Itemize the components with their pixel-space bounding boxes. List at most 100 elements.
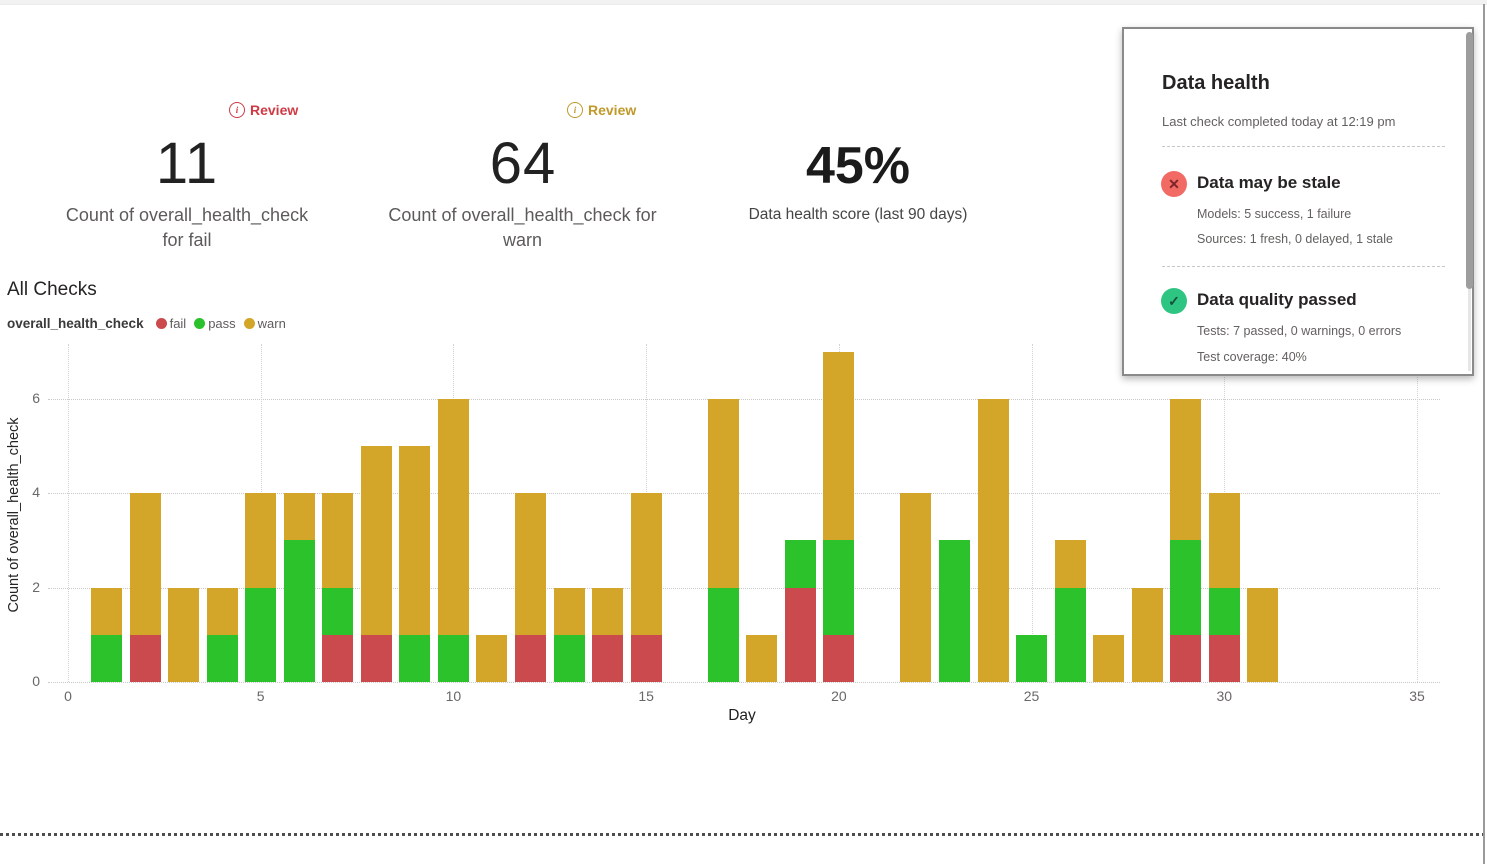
bar-segment-warn[interactable]	[515, 493, 547, 635]
status-line-sources: Sources: 1 fresh, 0 delayed, 1 stale	[1197, 232, 1393, 246]
x-axis-title: Day	[728, 707, 756, 724]
x-tick-label: 10	[445, 688, 462, 704]
bar-segment-warn[interactable]	[553, 587, 585, 635]
bar-segment-warn[interactable]	[1131, 587, 1163, 682]
bar-segment-fail[interactable]	[823, 634, 855, 682]
x-tick-label: 25	[1023, 688, 1040, 704]
bar-segment-warn[interactable]	[91, 587, 123, 635]
bar-segment-warn[interactable]	[206, 587, 238, 635]
bar-segment-pass[interactable]	[1016, 634, 1048, 682]
legend-dot-fail-icon	[155, 318, 167, 329]
bar-segment-fail[interactable]	[322, 634, 354, 682]
status-line-coverage: Test coverage: 40%	[1197, 350, 1307, 364]
bar-segment-pass[interactable]	[1208, 587, 1240, 635]
bar-segment-pass[interactable]	[283, 540, 315, 682]
bottom-dotted-divider	[0, 833, 1487, 836]
info-circle-icon: i	[567, 102, 583, 118]
legend-label-warn: warn	[257, 316, 286, 331]
bar-segment-warn[interactable]	[1170, 398, 1202, 541]
bar-segment-warn[interactable]	[1208, 493, 1240, 588]
review-badge-label: Review	[250, 102, 299, 118]
x-tick-label: 0	[64, 688, 72, 704]
y-tick-label: 6	[32, 389, 40, 406]
x-tick-label: 35	[1409, 688, 1425, 704]
bar-segment-warn[interactable]	[1247, 587, 1279, 682]
bar-segment-fail[interactable]	[592, 634, 624, 682]
bar-segment-pass[interactable]	[1054, 587, 1086, 682]
legend-dot-warn-icon	[243, 318, 255, 329]
bar-segment-pass[interactable]	[938, 540, 970, 682]
bar-segment-warn[interactable]	[437, 398, 469, 635]
panel-scrollbar-thumb[interactable]	[1466, 32, 1473, 289]
bar-segment-pass[interactable]	[322, 587, 354, 635]
kpi-value-fail-count: 11	[155, 131, 219, 196]
status-title-stale: Data may be stale	[1197, 173, 1341, 192]
bar-segment-fail[interactable]	[360, 634, 392, 682]
bar-segment-pass[interactable]	[1170, 540, 1202, 635]
bar-segment-warn[interactable]	[399, 446, 431, 635]
bar-segment-warn[interactable]	[823, 351, 855, 541]
gridline-v	[1031, 344, 1033, 682]
legend-item-pass[interactable]: pass	[194, 316, 236, 331]
review-badge-fail[interactable]: i Review	[229, 102, 298, 118]
legend-item-fail[interactable]: fail	[155, 316, 187, 331]
x-tick-label: 15	[638, 688, 654, 704]
bar-segment-warn[interactable]	[476, 634, 508, 682]
legend-label-fail: fail	[169, 316, 187, 331]
bar-segment-warn[interactable]	[129, 493, 161, 635]
bar-segment-fail[interactable]	[1170, 634, 1202, 682]
bar-segment-warn[interactable]	[592, 587, 624, 635]
bar-segment-pass[interactable]	[437, 634, 469, 682]
gridline-h	[48, 682, 1440, 683]
kpi-value-health-score: 45%	[805, 137, 911, 195]
panel-subtitle: Last check completed today at 12:19 pm	[1162, 114, 1396, 129]
info-circle-icon: i	[229, 102, 245, 118]
kpi-label-health-score: Data health score (last 90 days)	[748, 206, 968, 223]
gridline-h	[48, 398, 1440, 400]
y-axis-title: Count of overall_health_check	[6, 417, 22, 613]
legend-dot-pass-icon	[194, 318, 206, 329]
bar-segment-warn[interactable]	[1093, 634, 1125, 682]
legend-item-warn[interactable]: warn	[243, 316, 286, 331]
bar-segment-warn[interactable]	[168, 587, 200, 682]
bar-segment-pass[interactable]	[707, 587, 739, 682]
bar-segment-pass[interactable]	[206, 634, 238, 682]
bar-segment-warn[interactable]	[900, 493, 932, 682]
x-tick-label: 20	[831, 688, 847, 704]
bar-segment-warn[interactable]	[245, 493, 277, 588]
bar-segment-warn[interactable]	[630, 493, 662, 635]
bar-segment-warn[interactable]	[977, 398, 1009, 682]
divider	[1162, 266, 1445, 267]
check-circle-icon: ✓	[1161, 288, 1187, 314]
x-tick-label: 30	[1216, 688, 1233, 704]
window-right-edge	[1483, 4, 1485, 864]
bar-segment-pass[interactable]	[553, 634, 585, 682]
bar-segment-fail[interactable]	[515, 634, 547, 682]
bar-segment-warn[interactable]	[707, 398, 739, 588]
chart-legend: overall_health_check fail pass warn	[7, 316, 294, 331]
bar-segment-fail[interactable]	[630, 634, 662, 682]
review-badge-label: Review	[588, 102, 637, 118]
data-health-panel: Data health Last check completed today a…	[1122, 27, 1474, 376]
bar-segment-warn[interactable]	[1054, 540, 1086, 588]
bar-segment-fail[interactable]	[784, 587, 816, 682]
bar-segment-pass[interactable]	[823, 540, 855, 635]
x-circle-icon: ✕	[1161, 171, 1187, 197]
bar-segment-pass[interactable]	[245, 587, 277, 682]
bar-segment-fail[interactable]	[1208, 634, 1240, 682]
kpi-label-fail-count: Count of overall_health_check for fail	[65, 205, 309, 250]
review-badge-warn[interactable]: i Review	[567, 102, 636, 118]
bar-segment-warn[interactable]	[746, 634, 778, 682]
bar-segment-warn[interactable]	[322, 493, 354, 588]
gridline-v	[68, 344, 69, 682]
bar-segment-warn[interactable]	[360, 446, 392, 635]
top-strip	[0, 0, 1487, 5]
bar-segment-fail[interactable]	[129, 634, 161, 682]
bar-segment-pass[interactable]	[91, 634, 123, 682]
bar-segment-warn[interactable]	[283, 493, 315, 541]
kpi-value-warn-count: 64	[489, 131, 557, 196]
bar-segment-pass[interactable]	[784, 540, 816, 588]
bar-segment-pass[interactable]	[399, 634, 431, 682]
